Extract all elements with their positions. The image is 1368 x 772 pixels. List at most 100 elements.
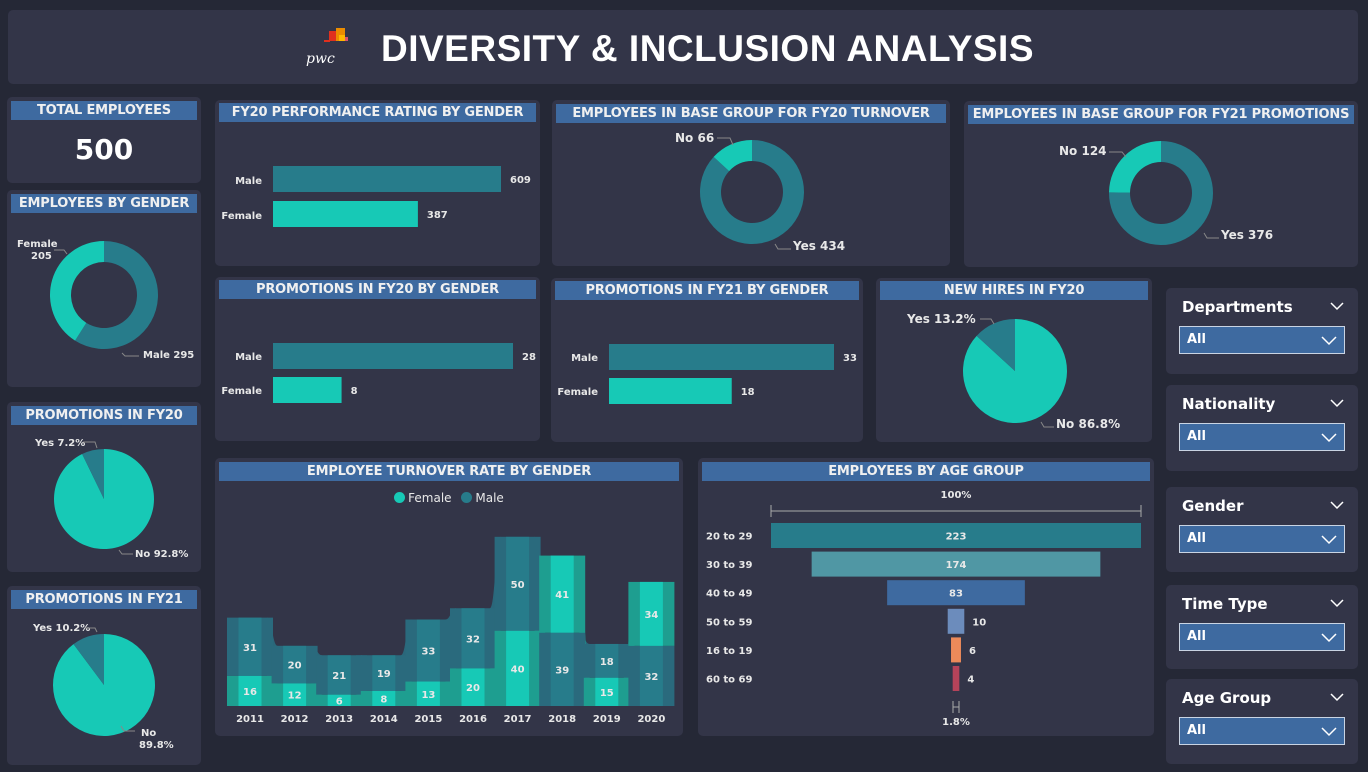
data-label: 50	[511, 580, 525, 591]
chevron-down-icon[interactable]	[1330, 398, 1344, 408]
slicer-departments[interactable]: Departments All	[1166, 288, 1358, 374]
bar-male[interactable]	[609, 344, 834, 370]
data-label: 12	[288, 691, 302, 702]
bar-female[interactable]	[273, 377, 342, 403]
pie-slice-no[interactable]	[713, 140, 752, 172]
slicer-nationality[interactable]: Nationality All	[1166, 385, 1358, 471]
column-segment-male-2013[interactable]	[327, 655, 351, 695]
gender-dropdown[interactable]: All	[1179, 525, 1345, 553]
promotions-fy21-card[interactable]: PROMOTIONS IN FY21 Yes 10.2% No 89.8%	[7, 586, 201, 765]
column-segment-male-2015[interactable]	[416, 619, 440, 682]
bar-value-label: 609	[510, 175, 531, 186]
perf-rating-card[interactable]: FY20 PERFORMANCE RATING BY GENDER Male F…	[215, 100, 540, 266]
pie-slice-yes[interactable]	[700, 140, 805, 245]
chevron-down-icon	[1321, 633, 1337, 643]
column-segment-male-2020[interactable]	[639, 645, 663, 706]
column-segment-female-2015[interactable]	[416, 681, 440, 706]
new-hires-pie: Yes 13.2% No 86.8%	[906, 312, 1120, 431]
dropdown-value: All	[1187, 629, 1206, 644]
x-tick-label: 2017	[504, 714, 532, 725]
funnel-bar-60-to-69[interactable]	[952, 666, 960, 691]
pie-slice-yes[interactable]	[1109, 141, 1213, 246]
data-label: 6	[336, 696, 343, 707]
column-segment-male-2014[interactable]	[372, 655, 396, 691]
x-tick-label: 2013	[325, 714, 353, 725]
data-label: 32	[644, 672, 658, 683]
turnover-legend: Female Male	[215, 491, 683, 505]
chevron-down-icon	[1321, 336, 1337, 346]
funnel-bar-50-to-59[interactable]	[947, 608, 965, 634]
column-segment-male-2019[interactable]	[595, 643, 619, 678]
column-segment-female-2020[interactable]	[639, 581, 663, 646]
card-title: EMPLOYEES BY AGE GROUP	[702, 462, 1150, 481]
departments-dropdown[interactable]: All	[1179, 326, 1345, 354]
column-segment-male-2017[interactable]	[506, 536, 530, 631]
base-promotions-card[interactable]: EMPLOYEES IN BASE GROUP FOR FY21 PROMOTI…	[964, 101, 1358, 267]
pie-slice-male[interactable]	[75, 241, 158, 349]
legend-female-label: Female	[408, 491, 452, 505]
nationality-dropdown[interactable]: All	[1179, 423, 1345, 451]
male-axis-label: Male	[571, 353, 598, 364]
data-label: 39	[555, 665, 569, 676]
bar-female[interactable]	[609, 378, 732, 404]
chevron-down-icon[interactable]	[1330, 598, 1344, 608]
column-segment-female-2012[interactable]	[283, 683, 307, 706]
chevron-down-icon[interactable]	[1330, 500, 1344, 510]
promo-fy21-gender-card[interactable]: PROMOTIONS IN FY21 BY GENDER Male Female…	[551, 278, 863, 442]
female-axis-label: Female	[221, 211, 262, 222]
funnel-category-label: 16 to 19	[706, 646, 752, 657]
female-axis-label: Female	[221, 386, 262, 397]
column-segment-female-2013[interactable]	[327, 694, 351, 706]
funnel-bar-16-to-19[interactable]	[951, 637, 961, 663]
pie-slice-no[interactable]	[1109, 141, 1161, 193]
slicer-gender[interactable]: Gender All	[1166, 487, 1358, 572]
funnel-bar-30-to-39[interactable]	[811, 551, 1101, 577]
pie-slice-no[interactable]	[53, 449, 154, 549]
column-segment-female-2014[interactable]	[372, 690, 396, 706]
chevron-down-icon[interactable]	[1330, 301, 1344, 311]
promo-fy20-gender-card[interactable]: PROMOTIONS IN FY20 BY GENDER Male Female…	[215, 277, 540, 441]
data-label: 31	[243, 643, 257, 654]
column-segment-male-2011[interactable]	[238, 617, 262, 676]
pie-slice-yes[interactable]	[82, 449, 104, 499]
column-segment-female-2011[interactable]	[238, 675, 262, 706]
slicer-age-group[interactable]: Age Group All	[1166, 679, 1358, 764]
bar-female[interactable]	[273, 201, 418, 227]
promotions-fy20-card[interactable]: PROMOTIONS IN FY20 Yes 7.2% No 92.8%	[7, 402, 201, 572]
column-segment-male-2012[interactable]	[283, 645, 307, 684]
employees-by-gender-card[interactable]: EMPLOYEES BY GENDER Female 205 Male 295	[7, 190, 201, 387]
card-title: EMPLOYEES IN BASE GROUP FOR FY20 TURNOVE…	[556, 104, 946, 123]
pwc-logo: pwc	[300, 26, 360, 76]
column-segment-male-2018[interactable]	[550, 632, 574, 706]
pie-slice-yes[interactable]	[73, 634, 104, 685]
slicer-label: Departments	[1182, 298, 1293, 316]
slicer-time-type[interactable]: Time Type All	[1166, 585, 1358, 669]
chevron-down-icon[interactable]	[1330, 692, 1344, 702]
funnel-value-label: 6	[969, 646, 976, 657]
column-segment-female-2019[interactable]	[595, 677, 619, 706]
column-segment-female-2018[interactable]	[550, 555, 574, 633]
column-segment-male-2016[interactable]	[461, 608, 485, 669]
pie-slice-yes[interactable]	[976, 319, 1015, 371]
column-segment-female-2016[interactable]	[461, 668, 485, 706]
turnover-card[interactable]: EMPLOYEE TURNOVER RATE BY GENDER Female …	[215, 458, 683, 736]
funnel-top-percent: 100%	[941, 490, 972, 501]
perf-rating-bar-chart: Male Female 609 387	[221, 166, 531, 227]
age-group-card[interactable]: EMPLOYEES BY AGE GROUP 100% 20 to 29 223 3…	[698, 458, 1154, 736]
bar-male[interactable]	[273, 166, 501, 192]
chevron-down-icon	[1321, 727, 1337, 737]
total-employees-card[interactable]: TOTAL EMPLOYEES 500	[7, 97, 201, 183]
column-segment-female-2017[interactable]	[506, 630, 530, 706]
funnel-bar-20-to-29[interactable]	[771, 523, 1141, 548]
bar-male[interactable]	[273, 343, 513, 369]
age-group-dropdown[interactable]: All	[1179, 717, 1345, 745]
dropdown-value: All	[1187, 723, 1206, 738]
pie-slice-female[interactable]	[50, 241, 104, 341]
funnel-bar-40-to-49[interactable]	[887, 580, 1025, 606]
time-type-dropdown[interactable]: All	[1179, 623, 1345, 651]
base-turnover-card[interactable]: EMPLOYEES IN BASE GROUP FOR FY20 TURNOVE…	[552, 100, 950, 266]
new-hires-card[interactable]: NEW HIRES IN FY20 Yes 13.2% No 86.8%	[876, 278, 1152, 442]
legend-male[interactable]: Male	[461, 491, 504, 505]
legend-female[interactable]: Female	[394, 491, 452, 505]
